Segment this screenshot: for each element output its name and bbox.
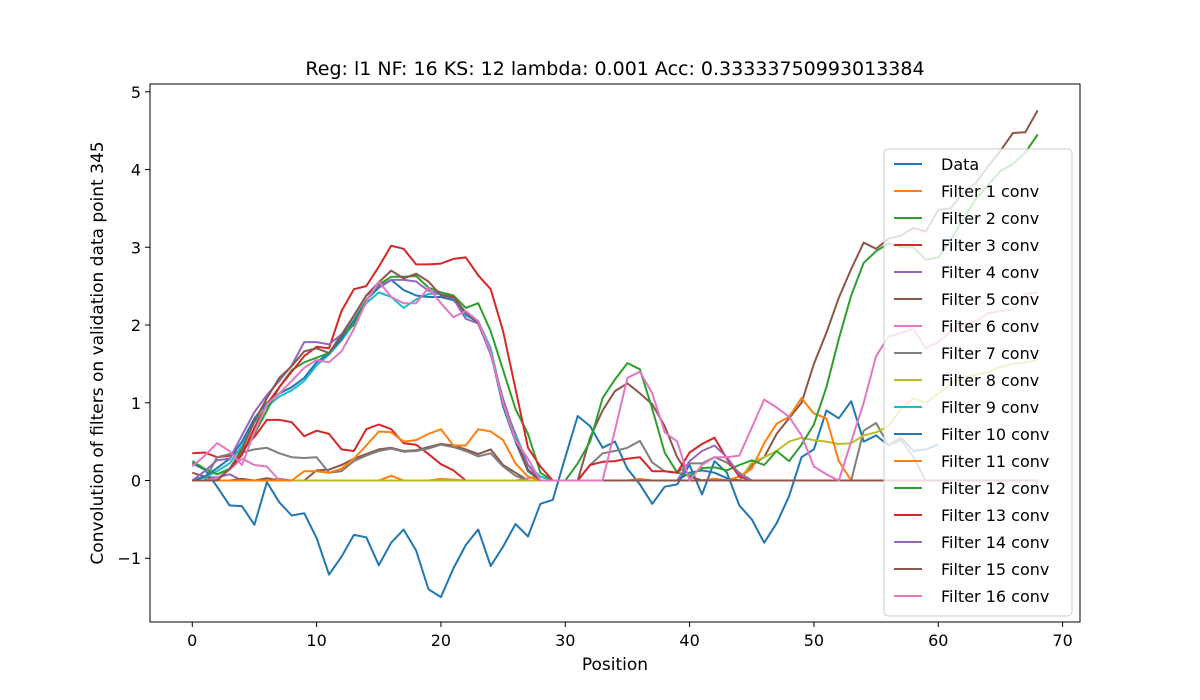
legend-label: Filter 2 conv xyxy=(941,209,1039,228)
x-tick-label: 10 xyxy=(306,631,326,650)
legend-label: Filter 12 conv xyxy=(941,479,1049,498)
y-tick-label: 4 xyxy=(131,161,141,180)
legend-label: Filter 4 conv xyxy=(941,263,1039,282)
legend-label: Filter 15 conv xyxy=(941,560,1049,579)
y-tick-label: 1 xyxy=(131,394,141,413)
legend-label: Filter 8 conv xyxy=(941,371,1039,390)
legend-label: Filter 13 conv xyxy=(941,506,1049,525)
legend-label: Filter 14 conv xyxy=(941,533,1049,552)
legend-label: Filter 1 conv xyxy=(941,182,1039,201)
x-tick-label: 50 xyxy=(804,631,824,650)
legend-label: Filter 9 conv xyxy=(941,398,1039,417)
legend-label: Filter 5 conv xyxy=(941,290,1039,309)
y-tick-label: 0 xyxy=(131,472,141,491)
plot-area xyxy=(191,109,1039,599)
series-line-13 xyxy=(192,244,1038,482)
legend-label: Data xyxy=(941,155,979,174)
x-axis-label: Position xyxy=(582,655,648,675)
series-line-0 xyxy=(191,400,939,599)
y-tick-label: 2 xyxy=(131,316,141,335)
axis-ticks: 0 10 20 30 40 50 60 70 −1 0 1 2 3 4 5 xyxy=(117,83,1072,650)
x-tick-label: 30 xyxy=(555,631,575,650)
axes-frame xyxy=(149,83,1081,623)
legend: Data Filter 1 conv Filter 2 conv Filter 3 c… xyxy=(883,148,1073,617)
legend-label: Filter 11 conv xyxy=(941,452,1049,471)
legend-label: Filter 3 conv xyxy=(941,236,1039,255)
series-line-11 xyxy=(192,397,1038,482)
x-tick-label: 20 xyxy=(431,631,451,650)
chart-title: Reg: l1 NF: 16 KS: 12 lambda: 0.001 Acc:… xyxy=(305,58,924,80)
x-tick-label: 60 xyxy=(928,631,948,650)
y-tick-label: 5 xyxy=(131,83,141,102)
legend-frame xyxy=(883,148,1073,617)
series-line-14 xyxy=(191,278,1038,482)
y-axis-label: Convolution of filters on validation dat… xyxy=(88,141,108,564)
x-tick-label: 0 xyxy=(187,631,197,650)
y-tick-label: 3 xyxy=(131,238,141,257)
legend-label: Filter 10 conv xyxy=(941,425,1049,444)
legend-label: Filter 7 conv xyxy=(941,344,1039,363)
y-tick-label: −1 xyxy=(117,549,141,568)
x-tick-label: 70 xyxy=(1052,631,1072,650)
legend-label: Filter 6 conv xyxy=(941,317,1039,336)
legend-label: Filter 16 conv xyxy=(941,587,1049,606)
x-tick-label: 40 xyxy=(679,631,699,650)
